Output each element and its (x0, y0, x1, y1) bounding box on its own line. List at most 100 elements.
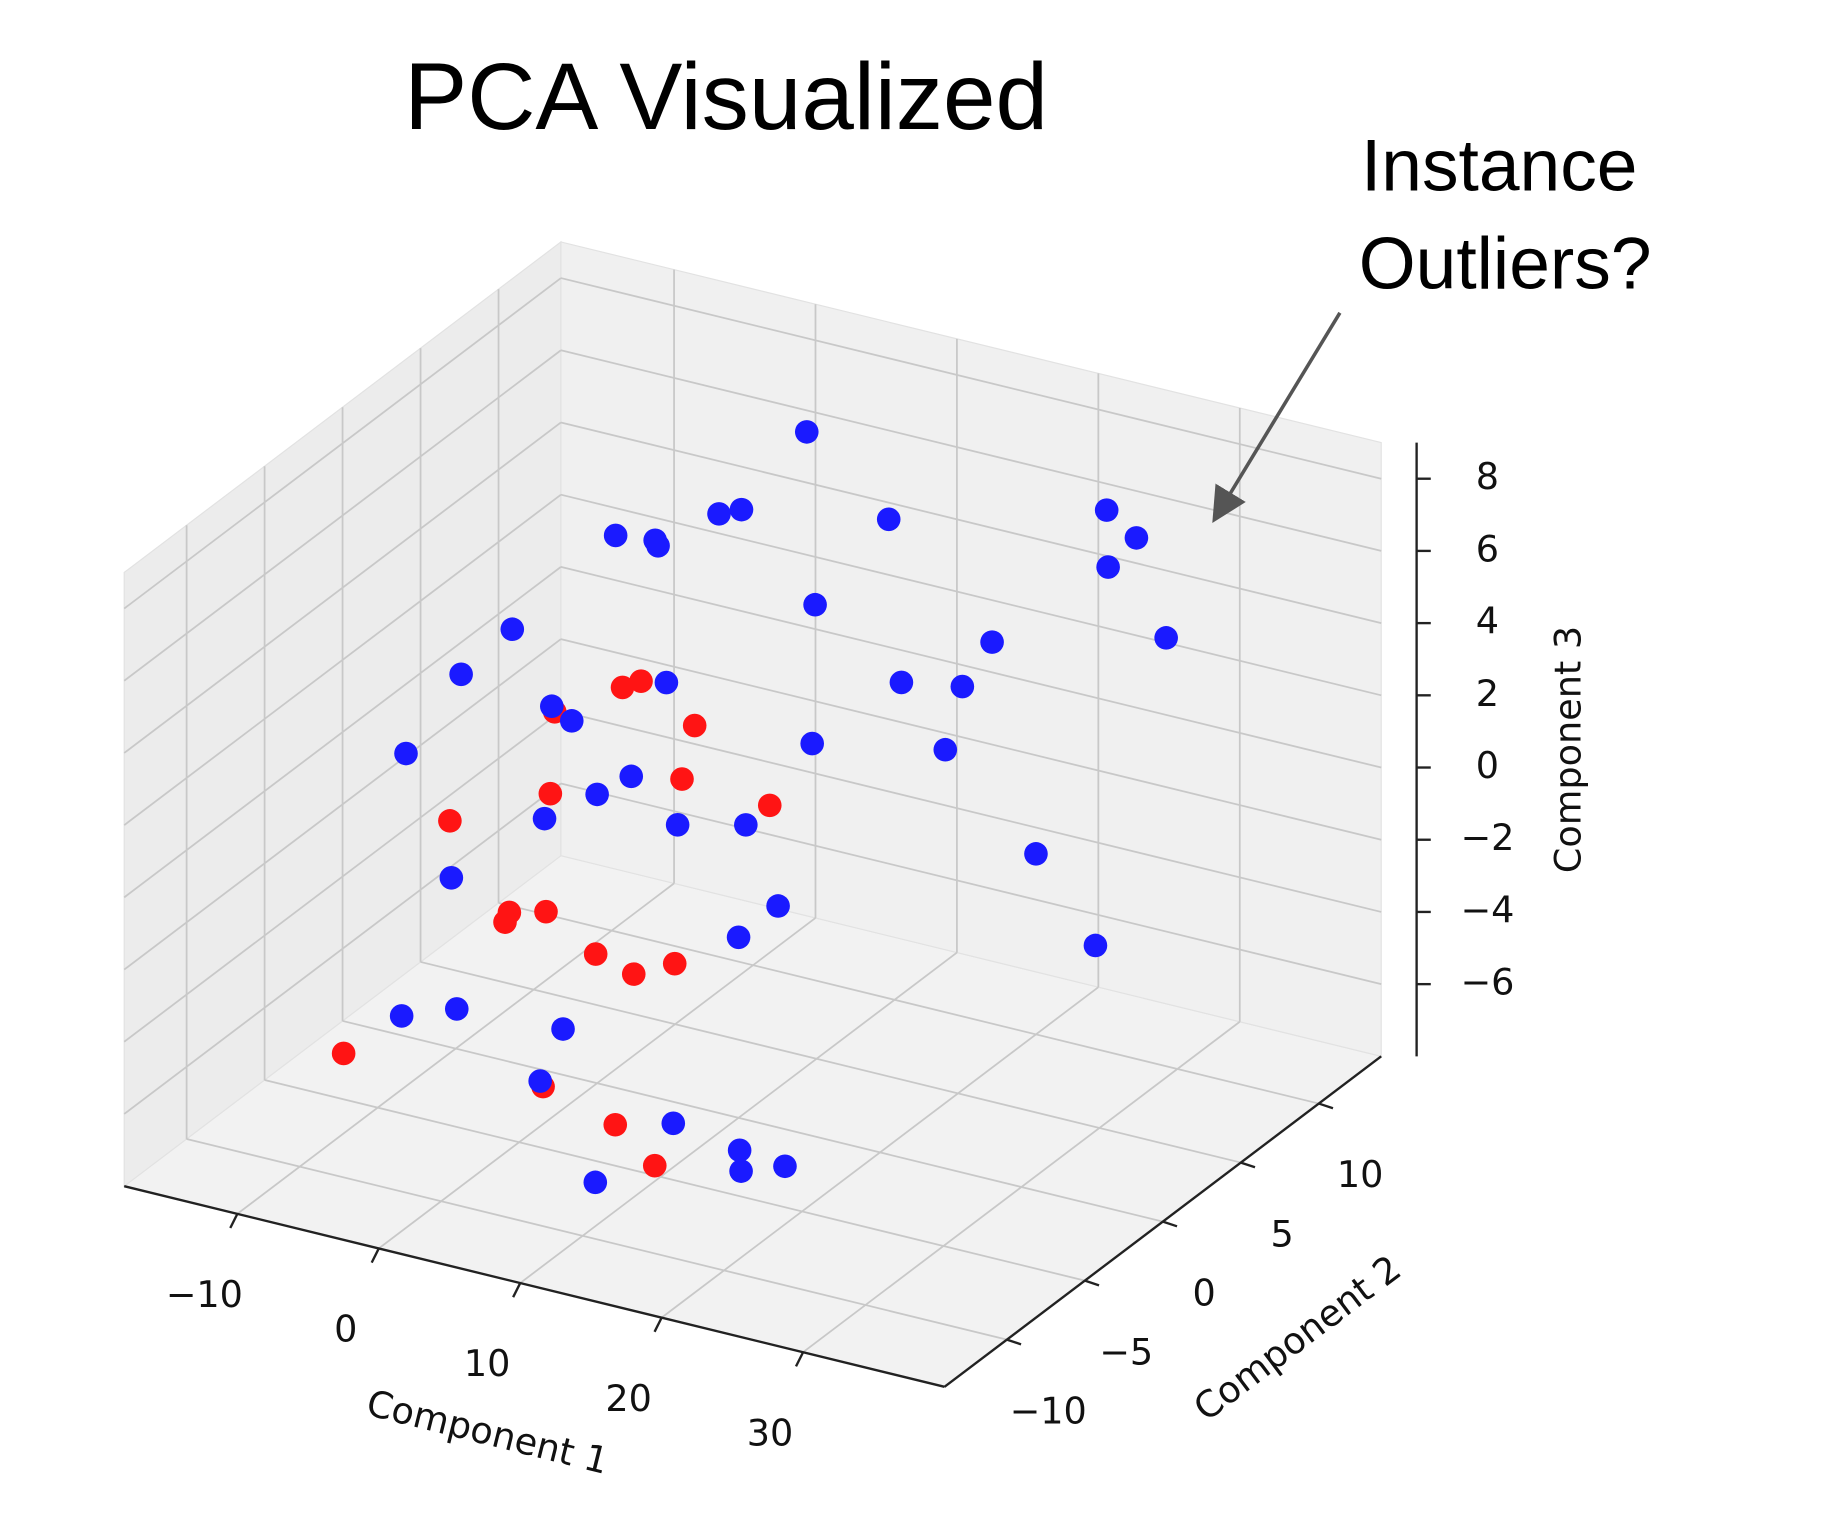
point (729, 1159, 753, 1183)
point (500, 617, 525, 642)
x-tick (653, 1317, 663, 1333)
point (538, 781, 563, 806)
point (773, 1154, 797, 1179)
point (794, 420, 819, 444)
grid-line (560, 638, 1382, 841)
annotation-arrow (1212, 311, 1342, 524)
x-tick (370, 1247, 380, 1264)
point (389, 1004, 414, 1028)
point (643, 528, 667, 553)
y-tick-label: 0 (1193, 1271, 1216, 1314)
z-tick-label: −2 (1460, 816, 1514, 859)
point (532, 806, 557, 831)
point (438, 809, 462, 833)
chart-title: PCA Visualized (404, 45, 1048, 150)
point (603, 1112, 628, 1137)
point (950, 674, 975, 699)
point (585, 782, 609, 807)
point (528, 1069, 552, 1093)
point (1154, 626, 1178, 650)
point (621, 962, 646, 986)
point (757, 793, 782, 818)
x-tick (229, 1213, 239, 1229)
grid-line (560, 277, 1382, 480)
point (665, 813, 690, 837)
z-tick-label: −6 (1460, 961, 1514, 1004)
grid (123, 269, 1382, 1353)
point (629, 669, 653, 693)
x-tick-label: 10 (464, 1342, 511, 1385)
point (766, 894, 790, 918)
y-tick-label: 5 (1271, 1212, 1294, 1255)
annotation: Instance (1361, 124, 1638, 206)
point (1124, 526, 1149, 550)
z-axis-label: Component 3 (1547, 626, 1590, 873)
point (727, 1138, 752, 1163)
y-tick (1084, 1279, 1100, 1287)
grid-line (342, 1020, 1164, 1223)
grid-line (123, 710, 562, 1043)
point (493, 910, 517, 934)
point (726, 925, 751, 950)
y-tick-label: −5 (1099, 1330, 1153, 1373)
point (876, 507, 901, 532)
point (551, 1017, 575, 1041)
point (619, 764, 644, 789)
grid-line (560, 566, 1382, 769)
point (449, 662, 473, 687)
point (331, 1041, 356, 1066)
grid-line (123, 638, 562, 971)
point (603, 523, 628, 548)
x-tick-label: 20 (605, 1377, 652, 1420)
y-tick (1162, 1220, 1178, 1228)
point (1094, 498, 1119, 522)
grid-line (560, 493, 1382, 697)
z-tick-label: 0 (1476, 744, 1499, 787)
back-pane (560, 241, 1382, 1058)
x-tick-label: 30 (747, 1411, 794, 1454)
grid-line (123, 349, 562, 682)
grid-line (498, 902, 1320, 1105)
grid-line (123, 421, 562, 754)
point (800, 731, 824, 756)
grid-line (560, 710, 1382, 913)
y-tick (1318, 1102, 1334, 1110)
x-tick-label: 0 (334, 1308, 357, 1351)
point (707, 502, 731, 526)
grid-line (560, 782, 1382, 986)
panes (122, 240, 1383, 1388)
axes (123, 442, 1431, 1388)
z-tick-label: 8 (1476, 455, 1499, 498)
z-tick-label: 4 (1476, 600, 1499, 643)
z-tick-label: 2 (1476, 672, 1499, 715)
grid-line (123, 277, 562, 610)
points (331, 420, 1178, 1195)
point (642, 1153, 667, 1178)
grid-line (186, 1138, 1008, 1341)
point (394, 741, 418, 766)
point (583, 942, 608, 966)
y-tick (1240, 1161, 1256, 1169)
point (610, 675, 635, 700)
point (444, 997, 469, 1021)
point (1024, 842, 1048, 866)
grid-line (123, 566, 562, 899)
y-tick (1006, 1338, 1022, 1346)
point (540, 694, 564, 719)
z-tick-label: 6 (1476, 527, 1499, 570)
x-tick (794, 1351, 805, 1367)
point (803, 592, 827, 617)
point (654, 670, 679, 695)
grid-line (123, 782, 562, 1115)
x-tick (512, 1282, 522, 1298)
point (534, 899, 558, 924)
grid-line (264, 1079, 1086, 1282)
point (559, 709, 584, 733)
grid-line (560, 421, 1382, 624)
point (729, 497, 754, 522)
x-axis (123, 1185, 945, 1388)
point (933, 737, 958, 762)
point (734, 813, 758, 837)
